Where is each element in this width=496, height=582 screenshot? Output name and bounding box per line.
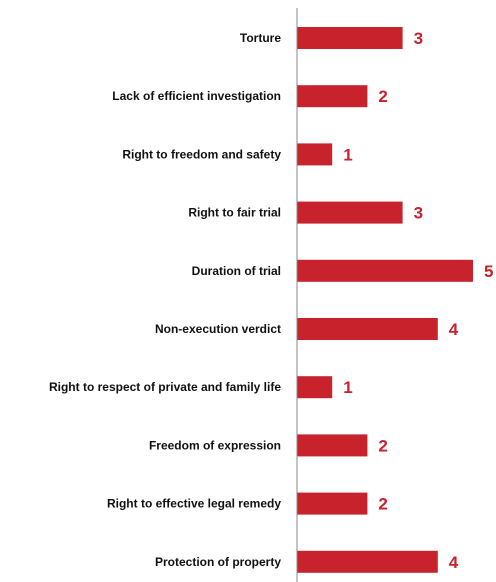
value-label-lack-of-efficient-investigation: 2 bbox=[378, 87, 387, 106]
category-label-right-to-respect-of-private-and-family-life: Right to respect of private and family l… bbox=[49, 380, 281, 394]
bar-right-to-fair-trial bbox=[297, 201, 403, 224]
value-label-right-to-respect-of-private-and-family-life: 1 bbox=[343, 378, 352, 397]
category-label-duration-of-trial: Duration of trial bbox=[192, 264, 281, 278]
value-labels-group: 3 2 1 3 5 4 1 2 2 4 bbox=[343, 29, 493, 572]
value-label-freedom-of-expression: 2 bbox=[378, 436, 387, 455]
category-labels-group: Torture Lack of efficient investigation Ri… bbox=[49, 31, 281, 569]
value-label-torture: 3 bbox=[414, 29, 423, 48]
category-label-non-execution-verdict: Non-execution verdict bbox=[155, 322, 281, 336]
category-label-right-to-effective-legal-remedy: Right to effective legal remedy bbox=[107, 497, 281, 511]
bar-torture bbox=[297, 27, 403, 49]
bar-right-to-respect-of-private-and-family-life bbox=[297, 376, 333, 399]
value-label-right-to-effective-legal-remedy: 2 bbox=[378, 495, 387, 514]
value-label-duration-of-trial: 5 bbox=[484, 262, 493, 281]
value-label-right-to-freedom-and-safety: 1 bbox=[343, 145, 352, 164]
bar-protection-of-property bbox=[297, 550, 438, 573]
bar-right-to-effective-legal-remedy bbox=[297, 492, 368, 515]
bar-lack-of-efficient-investigation bbox=[297, 85, 368, 108]
category-label-protection-of-property: Protection of property bbox=[155, 555, 281, 569]
bar-freedom-of-expression bbox=[297, 434, 368, 457]
value-label-non-execution-verdict: 4 bbox=[449, 320, 459, 339]
category-label-right-to-freedom-and-safety: Right to freedom and safety bbox=[122, 147, 281, 161]
bar-right-to-freedom-and-safety bbox=[297, 143, 333, 166]
value-label-protection-of-property: 4 bbox=[449, 553, 459, 572]
category-label-right-to-fair-trial: Right to fair trial bbox=[188, 206, 281, 220]
bar-duration-of-trial bbox=[297, 259, 473, 282]
value-label-right-to-fair-trial: 3 bbox=[414, 204, 423, 223]
category-label-torture: Torture bbox=[240, 31, 281, 45]
bar-non-execution-verdict bbox=[297, 318, 438, 340]
category-label-lack-of-efficient-investigation: Lack of efficient investigation bbox=[112, 89, 281, 103]
category-label-freedom-of-expression: Freedom of expression bbox=[149, 438, 281, 452]
bars-group bbox=[297, 27, 473, 573]
